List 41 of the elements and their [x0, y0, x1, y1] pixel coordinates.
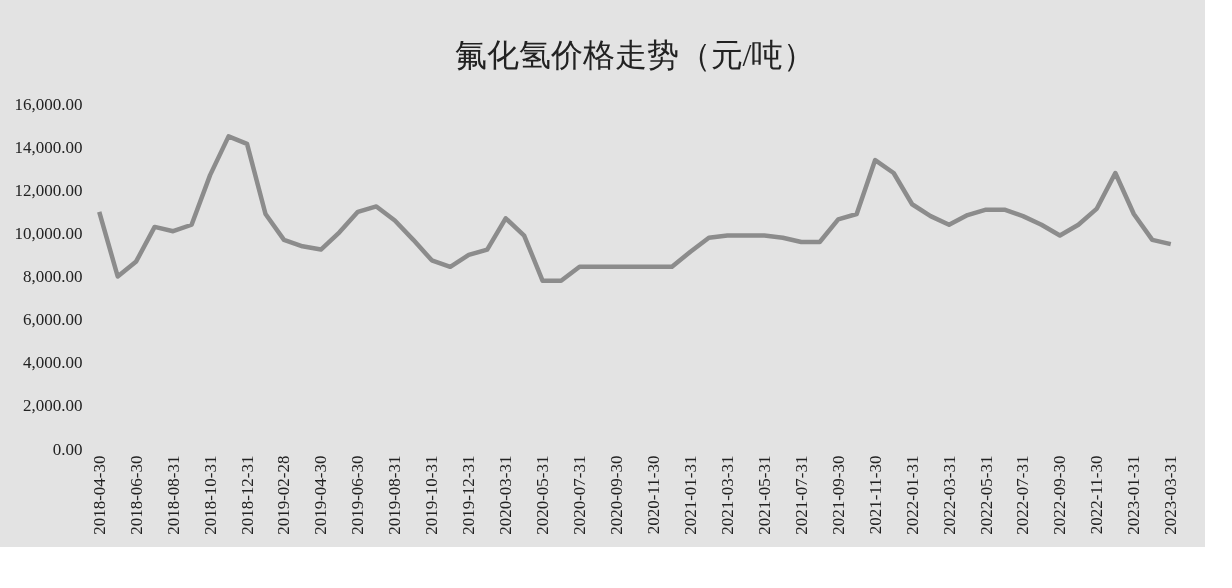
x-tick-label: 2022-05-31: [976, 455, 996, 535]
x-tick-label: 2019-04-30: [311, 455, 331, 535]
x-tick-label: 2019-12-31: [459, 455, 479, 535]
x-tick-label: 2020-03-31: [496, 455, 516, 535]
x-tick-label: 2019-10-31: [422, 455, 442, 535]
y-tick-label: 16,000.00: [14, 94, 83, 114]
y-tick-label: 10,000.00: [14, 223, 83, 243]
x-tick-label: 2018-06-30: [126, 455, 146, 535]
x-tick-label: 2020-07-31: [570, 455, 590, 535]
x-tick-label: 2021-11-30: [865, 455, 885, 535]
x-tick-label: 2021-05-31: [754, 455, 774, 535]
x-tick-label: 2019-06-30: [348, 455, 368, 535]
x-tick-label: 2018-10-31: [200, 455, 220, 535]
x-tick-label: 2022-11-30: [1087, 455, 1107, 535]
x-tick-label: 2022-07-31: [1013, 455, 1033, 535]
x-tick-label: 2018-12-31: [237, 455, 257, 535]
x-tick-label: 2019-02-28: [274, 455, 294, 535]
x-tick-label: 2023-03-31: [1161, 455, 1181, 535]
line-series: [96, 134, 1174, 284]
y-tick-label: 8,000.00: [23, 267, 83, 286]
x-tick-label: 2022-03-31: [939, 455, 959, 535]
y-tick-label: 14,000.00: [14, 137, 83, 157]
x-tick-label: 2019-08-31: [385, 455, 405, 535]
y-tick-label: 12,000.00: [14, 180, 83, 200]
y-tick-label: 0.00: [52, 439, 83, 459]
x-tick-label: 2021-09-30: [828, 455, 848, 535]
y-tick-label: 2,000.00: [23, 396, 83, 416]
x-tick-label: 2021-01-31: [680, 455, 700, 535]
x-tick-label: 2021-07-31: [791, 455, 811, 535]
x-tick-label: 2021-03-31: [717, 455, 737, 535]
x-tick-label: 2020-05-31: [533, 455, 553, 535]
x-tick-label: 2018-04-30: [89, 455, 109, 535]
x-tick-label: 2023-01-31: [1124, 455, 1144, 535]
x-tick-label: 2020-09-30: [607, 455, 627, 535]
x-tick-label: 2022-01-31: [902, 455, 922, 535]
y-tick-label: 6,000.00: [23, 310, 83, 330]
x-tick-label: 2018-08-31: [163, 455, 183, 535]
x-tick-label: 2022-09-30: [1050, 455, 1070, 535]
chart-title: 氟化氢价格走势（元/吨）: [454, 37, 816, 73]
x-tick-label: 2020-11-30: [643, 455, 663, 535]
y-tick-label: 4,000.00: [23, 353, 83, 373]
